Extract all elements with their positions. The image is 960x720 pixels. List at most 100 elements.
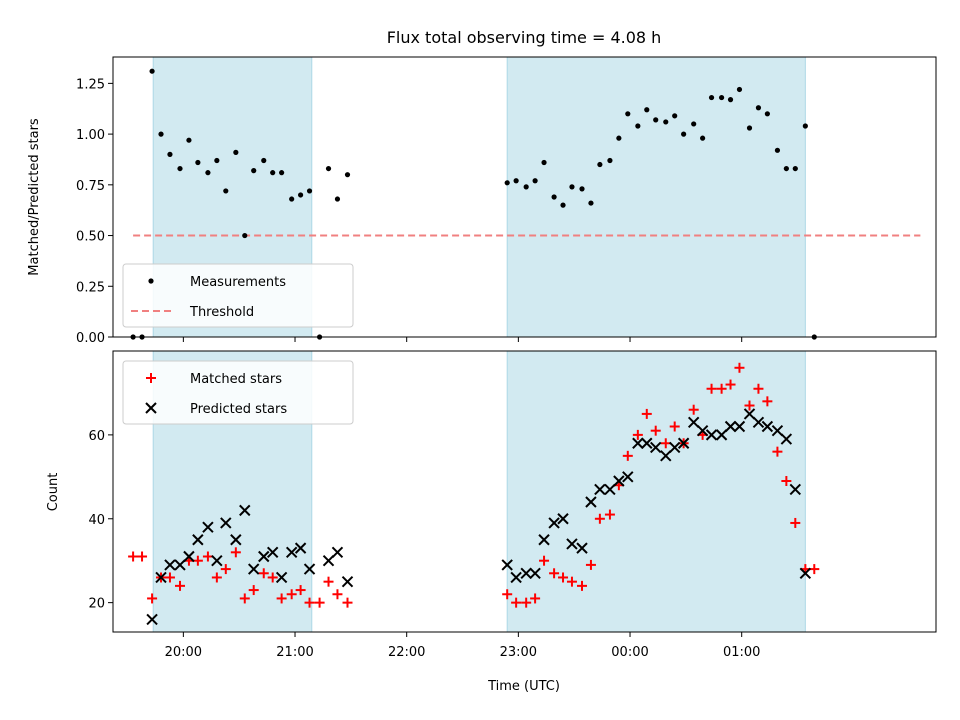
matched-star-point <box>332 589 343 600</box>
bottom-y-tick-label: 40 <box>88 513 105 528</box>
predicted-star-point <box>622 471 634 483</box>
measurement-point <box>551 194 557 200</box>
predicted-star-point <box>576 542 588 554</box>
predicted-star-point <box>510 571 522 584</box>
predicted-star-x-b <box>687 416 700 429</box>
measurement-point <box>663 119 669 125</box>
predicted-star-x-b <box>743 408 756 420</box>
measurement-point <box>625 111 631 117</box>
predicted-star-x-b <box>164 559 176 571</box>
x-tick-label: 01:00 <box>723 645 760 660</box>
bottom-y-tick-label: 20 <box>88 597 105 612</box>
predicted-star-point <box>341 575 354 588</box>
measurement-point <box>755 105 762 111</box>
matched-star-point <box>164 572 175 583</box>
predicted-star-x-b <box>266 546 279 559</box>
matched-star-point <box>539 555 550 566</box>
predicted-star-point <box>538 534 550 546</box>
matched-star-point <box>577 580 588 591</box>
matched-star-point <box>276 593 287 604</box>
predicted-star-x-b <box>613 475 625 487</box>
predicted-star-x-b <box>576 542 588 554</box>
measurement-point <box>588 200 594 206</box>
matched-star-point <box>753 383 764 394</box>
predicted-star-x-b <box>202 521 214 533</box>
bottom-panel: 20 40 60 20:00 21:00 22:00 23:00 00:00 01:00 Matc… <box>88 350 937 660</box>
measurement-point <box>597 161 603 168</box>
predicted-star-point <box>557 513 569 525</box>
predicted-star-point <box>761 420 774 433</box>
matched-star-point <box>744 400 755 411</box>
legend-box <box>122 263 354 328</box>
predicted-star-point <box>585 496 597 508</box>
measurement-point <box>298 192 304 198</box>
predicted-star-x-b <box>275 571 288 584</box>
predicted-star-x-b <box>294 542 307 554</box>
matched-star-point <box>566 576 577 587</box>
matched-star-point <box>781 476 792 487</box>
measurement-point <box>270 170 276 176</box>
predicted-star-point <box>275 571 288 584</box>
measurement-point <box>186 137 192 143</box>
matched-star-point <box>175 580 186 591</box>
measurement-point <box>177 165 183 172</box>
measurement-point <box>306 188 313 194</box>
predicted-star-x-b <box>146 613 158 626</box>
predicted-star-x-b <box>183 550 195 563</box>
x-tick-label: 00:00 <box>611 645 648 660</box>
measurement-point <box>214 157 220 164</box>
predicted-star-x-b <box>650 441 662 454</box>
measurement-point <box>261 157 267 164</box>
predicted-star-point <box>239 504 251 517</box>
measurement-point <box>242 232 248 239</box>
chart-title: Flux total observing time = 4.08 h <box>387 28 662 47</box>
predicted-star-x-b <box>247 563 260 575</box>
x-tick-label: 22:00 <box>388 645 425 660</box>
predicted-star-x-b <box>771 424 784 437</box>
measurement-point <box>681 131 687 137</box>
predicted-star-point <box>799 567 812 579</box>
matched-star-point <box>530 593 541 604</box>
legend-label: Matched stars <box>190 372 282 387</box>
bottom-y-tick-label: 60 <box>88 429 105 444</box>
predicted-star-x-b <box>239 504 251 517</box>
matched-star-point <box>323 576 334 587</box>
matched-star-point <box>622 450 633 461</box>
measurement-point <box>802 123 808 129</box>
predicted-star-point <box>529 567 541 579</box>
matched-star-point <box>604 509 615 520</box>
measurement-point <box>205 170 211 176</box>
measurement-point <box>541 159 547 166</box>
predicted-star-point <box>566 538 578 550</box>
measurement-point <box>195 159 201 166</box>
predicted-star-point <box>696 424 709 437</box>
predicted-star-point <box>660 450 672 462</box>
matched-star-point <box>521 597 532 608</box>
measurement-point <box>691 121 697 127</box>
legend-label: Measurements <box>190 275 286 290</box>
x-tick-label: 21:00 <box>276 645 313 660</box>
predicted-star-point <box>724 420 737 433</box>
predicted-star-point <box>632 437 644 449</box>
matched-star-point <box>258 568 269 579</box>
matched-star-point <box>295 585 306 596</box>
top-shaded-interval-1 <box>506 56 806 338</box>
legend-label: Threshold <box>189 305 254 320</box>
measurement-point <box>513 178 519 184</box>
matched-star-point <box>725 379 736 390</box>
matched-star-point <box>790 517 801 528</box>
measurement-point <box>523 184 529 190</box>
measurement-point <box>672 113 678 119</box>
matched-star-point <box>147 593 158 604</box>
matched-star-point <box>641 408 652 419</box>
x-tick-label: 20:00 <box>165 645 202 660</box>
predicted-star-x-b <box>220 517 232 529</box>
matched-star-point <box>304 597 315 608</box>
matched-star-point <box>511 597 522 608</box>
predicted-star-point <box>743 408 756 420</box>
predicted-star-x-b <box>761 420 774 433</box>
predicted-star-x-b <box>529 567 541 579</box>
bottom-legend: Matched stars Predicted stars <box>122 360 354 425</box>
measurement-point <box>718 94 725 101</box>
predicted-star-point <box>677 437 690 449</box>
